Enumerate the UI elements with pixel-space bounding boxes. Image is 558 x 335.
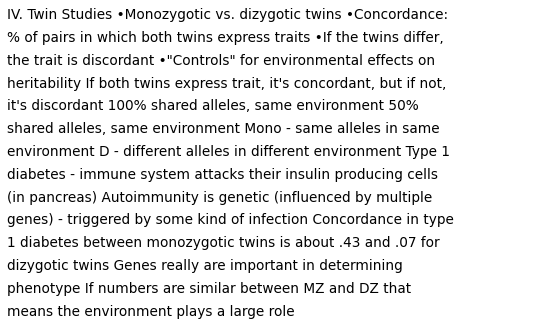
Text: dizygotic twins Genes really are important in determining: dizygotic twins Genes really are importa… — [7, 259, 403, 273]
Text: phenotype If numbers are similar between MZ and DZ that: phenotype If numbers are similar between… — [7, 282, 411, 296]
Text: it's discordant 100% shared alleles, same environment 50%: it's discordant 100% shared alleles, sam… — [7, 99, 419, 114]
Text: diabetes - immune system attacks their insulin producing cells: diabetes - immune system attacks their i… — [7, 168, 438, 182]
Text: environment D - different alleles in different environment Type 1: environment D - different alleles in dif… — [7, 145, 450, 159]
Text: heritability If both twins express trait, it's concordant, but if not,: heritability If both twins express trait… — [7, 77, 446, 91]
Text: IV. Twin Studies •Monozygotic vs. dizygotic twins •Concordance:: IV. Twin Studies •Monozygotic vs. dizygo… — [7, 8, 449, 22]
Text: (in pancreas) Autoimmunity is genetic (influenced by multiple: (in pancreas) Autoimmunity is genetic (i… — [7, 191, 432, 205]
Text: 1 diabetes between monozygotic twins is about .43 and .07 for: 1 diabetes between monozygotic twins is … — [7, 236, 440, 250]
Text: the trait is discordant •"Controls" for environmental effects on: the trait is discordant •"Controls" for … — [7, 54, 435, 68]
Text: % of pairs in which both twins express traits •If the twins differ,: % of pairs in which both twins express t… — [7, 31, 444, 45]
Text: shared alleles, same environment Mono - same alleles in same: shared alleles, same environment Mono - … — [7, 122, 440, 136]
Text: genes) - triggered by some kind of infection Concordance in type: genes) - triggered by some kind of infec… — [7, 213, 454, 227]
Text: means the environment plays a large role: means the environment plays a large role — [7, 305, 295, 319]
